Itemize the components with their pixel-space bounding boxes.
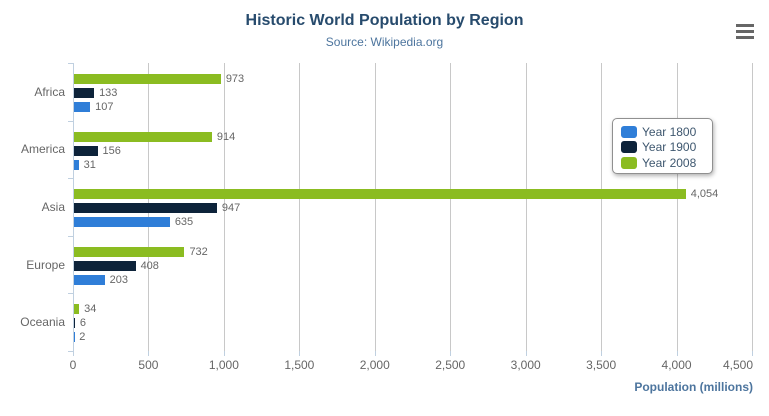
x-tick-label: 2,500	[435, 358, 466, 372]
x-tick-label: 3,000	[510, 358, 541, 372]
bar-europe-year-1900[interactable]	[74, 260, 136, 271]
y-category-label: Asia	[41, 200, 65, 214]
y-category-label: Oceania	[20, 315, 65, 330]
legend-item-year-2008[interactable]: Year 2008	[621, 155, 712, 171]
bar-america-year-1900[interactable]	[74, 145, 98, 156]
gridline	[601, 63, 603, 351]
hamburger-menu-icon	[736, 30, 754, 33]
tick-mark	[752, 351, 753, 356]
legend-item-year-1800[interactable]: Year 1800	[621, 124, 712, 140]
data-label: 156	[102, 144, 121, 157]
tick-mark	[525, 351, 527, 356]
data-label: 914	[216, 130, 236, 143]
y-category-label: Africa	[34, 84, 65, 99]
legend-label: Year 1800	[642, 124, 697, 139]
x-tick-label: 1,000	[208, 358, 239, 372]
data-label: 732	[189, 245, 208, 258]
data-label: 635	[174, 216, 194, 229]
x-tick-label: 1,500	[284, 358, 315, 372]
tick-mark	[73, 351, 74, 356]
x-tick-label: 2,000	[359, 358, 390, 372]
x-tick-label: 4,000	[661, 358, 692, 372]
bar-europe-year-1800[interactable]	[74, 274, 105, 285]
tick-mark	[676, 351, 678, 356]
data-label: 133	[99, 87, 118, 99]
legend-swatch-icon	[621, 156, 637, 169]
context-menu-button[interactable]	[734, 22, 756, 41]
bar-america-year-2008[interactable]	[74, 131, 212, 142]
tick-mark	[601, 351, 603, 356]
data-label: 31	[83, 158, 96, 171]
gridline	[223, 63, 225, 351]
gridline	[525, 63, 527, 351]
category-tick-mark	[68, 235, 73, 237]
x-tick-label: 4,500	[722, 358, 753, 372]
data-label: 2	[79, 331, 86, 344]
gridline	[299, 63, 301, 351]
chart-subtitle: Source: Wikipedia.org	[325, 35, 444, 49]
x-tick-label: 0	[69, 358, 77, 372]
bar-europe-year-2008[interactable]	[74, 246, 185, 257]
bar-america-year-1800[interactable]	[74, 159, 79, 170]
x-tick-label: 500	[138, 358, 159, 372]
bar-africa-year-1800[interactable]	[74, 102, 91, 112]
data-label: 107	[95, 101, 114, 113]
gridline	[374, 63, 376, 351]
chart-title: Historic World Population by Region	[245, 12, 524, 29]
bar-africa-year-1900[interactable]	[74, 88, 95, 98]
data-label: 973	[225, 73, 245, 85]
y-category-label: America	[20, 142, 65, 157]
tick-mark	[148, 351, 150, 356]
data-label: 947	[221, 202, 241, 215]
gridline	[450, 63, 452, 351]
legend-label: Year 2008	[642, 155, 697, 170]
bar-asia-year-1800[interactable]	[74, 217, 170, 228]
legend-swatch-icon	[621, 141, 637, 154]
hamburger-menu-icon	[736, 36, 754, 39]
category-axis-line	[73, 63, 74, 351]
bar-oceania-year-1900[interactable]	[74, 318, 75, 329]
bar-oceania-year-2008[interactable]	[74, 304, 80, 315]
category-tick-mark	[68, 293, 73, 295]
legend-item-year-1900[interactable]: Year 1900	[621, 140, 712, 156]
tick-mark	[299, 351, 301, 356]
gridline	[752, 63, 753, 351]
bar-africa-year-2008[interactable]	[74, 74, 221, 84]
x-axis-title: Population (millions)	[634, 380, 753, 394]
category-tick-mark	[68, 120, 73, 122]
legend-label: Year 1900	[642, 140, 697, 155]
category-tick-mark	[68, 63, 73, 64]
data-label: 203	[109, 273, 128, 286]
tick-mark	[374, 351, 376, 356]
hamburger-menu-icon	[736, 24, 754, 27]
tick-mark	[223, 351, 225, 356]
gridline	[676, 63, 678, 351]
legend-swatch-icon	[621, 125, 637, 138]
data-label: 408	[140, 259, 159, 272]
y-category-label: Europe	[26, 257, 65, 272]
x-tick-label: 3,500	[586, 358, 617, 372]
tick-mark	[450, 351, 452, 356]
bar-asia-year-2008[interactable]	[74, 189, 686, 200]
data-label: 6	[79, 317, 87, 330]
data-label: 34	[84, 303, 97, 316]
category-tick-mark	[68, 351, 73, 352]
category-tick-mark	[68, 178, 73, 180]
legend: Year 1800 Year 1900 Year 2008	[612, 118, 713, 174]
bar-asia-year-1900[interactable]	[74, 203, 217, 214]
data-label: 4,054	[690, 188, 719, 201]
